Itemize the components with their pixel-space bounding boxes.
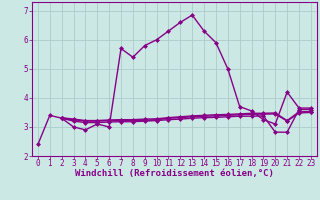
X-axis label: Windchill (Refroidissement éolien,°C): Windchill (Refroidissement éolien,°C) — [75, 169, 274, 178]
